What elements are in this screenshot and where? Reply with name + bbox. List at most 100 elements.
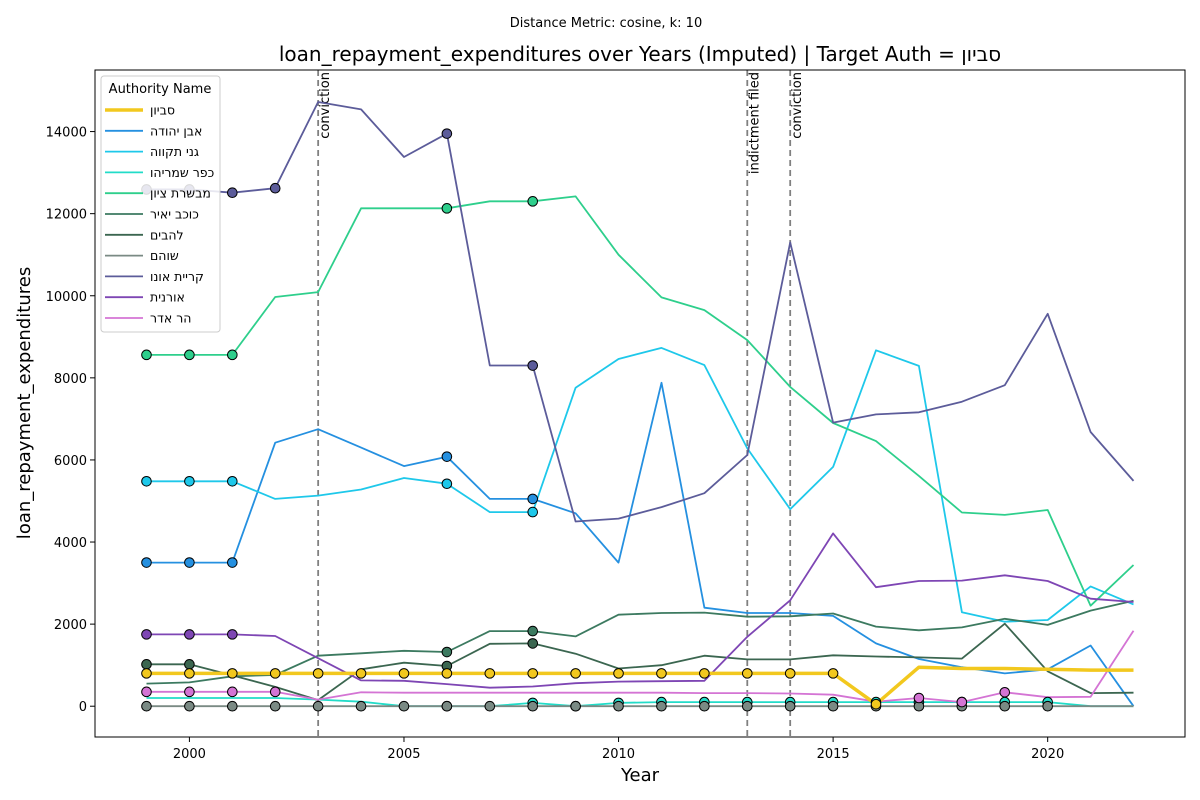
y-tick-label: 0	[79, 700, 87, 715]
imputed-point	[227, 668, 238, 679]
x-tick-label: 2000	[173, 747, 206, 762]
imputed-point	[398, 700, 410, 712]
y-tick-label: 12000	[46, 208, 87, 223]
imputed-point	[527, 668, 539, 679]
imputed-point	[527, 625, 539, 637]
y-axis: 0 2000 4000 6000 8000 10000 12000 14000	[46, 126, 95, 715]
imputed-point	[527, 506, 539, 518]
series-lines	[146, 101, 1135, 708]
imputed-point	[141, 349, 152, 361]
legend: Authority Name סביון אבן יהודה גני תקווה כפ…	[100, 75, 221, 333]
legend-label: קריית אונו	[150, 269, 204, 284]
series-line	[146, 101, 1135, 523]
imputed-point	[441, 668, 453, 679]
imputed-point	[141, 475, 152, 487]
imputed-point	[656, 700, 667, 712]
series-line	[146, 346, 1134, 623]
imputed-point	[527, 360, 539, 371]
imputed-point	[441, 478, 453, 490]
legend-label: כוכב יאיר	[150, 207, 199, 222]
x-tick-label: 2015	[817, 747, 850, 762]
event-label: indictment filed	[747, 72, 762, 174]
event-label: conviction	[318, 72, 333, 139]
legend-label: אורנית	[150, 290, 185, 305]
y-tick-label: 14000	[46, 126, 87, 141]
x-axis: 2000 2005 2010 2015 2020	[173, 737, 1064, 762]
imputed-point	[570, 700, 581, 712]
legend-box	[100, 75, 221, 333]
imputed-point	[184, 659, 195, 670]
imputed-point	[184, 686, 195, 698]
imputed-point	[827, 700, 839, 712]
imputed-point	[656, 668, 667, 679]
legend-label: שוהם	[150, 248, 179, 263]
imputed-point	[141, 700, 152, 712]
legend-label: הר אדר	[150, 311, 191, 326]
imputed-point	[956, 696, 968, 708]
imputed-point	[355, 668, 367, 679]
plot-frame	[94, 69, 1186, 738]
imputed-point	[227, 629, 238, 640]
imputed-point	[312, 668, 324, 679]
plot-area: conviction indictment filed conviction	[94, 69, 1186, 738]
imputed-point	[227, 349, 238, 361]
imputed-point	[141, 668, 152, 679]
y-axis-label: loan_repayment_expenditures	[14, 267, 35, 539]
imputed-point	[613, 700, 624, 712]
imputed-point	[484, 668, 496, 679]
imputed-point	[227, 187, 238, 199]
imputed-point	[141, 557, 152, 568]
imputed-point	[184, 668, 195, 679]
imputed-point	[913, 692, 925, 704]
legend-label: סביון	[150, 103, 175, 118]
imputed-point	[999, 686, 1011, 698]
event-label: conviction	[790, 72, 805, 139]
y-tick-label: 8000	[54, 372, 87, 387]
imputed-point	[184, 475, 195, 487]
imputed-point	[269, 700, 281, 712]
imputed-point	[141, 659, 152, 670]
imputed-point	[269, 668, 281, 679]
series-line	[146, 622, 1134, 701]
imputed-point	[184, 700, 195, 712]
imputed-point	[441, 646, 453, 658]
chart-suptitle: Distance Metric: cosine, k: 10	[510, 16, 702, 31]
imputed-point	[227, 557, 238, 568]
x-tick-label: 2020	[1031, 747, 1064, 762]
imputed-point	[699, 668, 710, 679]
imputed-markers	[141, 128, 1053, 712]
series-line	[146, 599, 1134, 685]
imputed-point	[184, 557, 195, 568]
imputed-point	[570, 668, 581, 679]
x-tick-label: 2005	[387, 747, 420, 762]
event-lines: conviction indictment filed conviction	[317, 70, 805, 737]
y-tick-label: 4000	[54, 536, 87, 551]
imputed-point	[227, 700, 238, 712]
series-line	[146, 532, 1134, 689]
imputed-point	[355, 700, 367, 712]
imputed-point	[184, 629, 195, 640]
imputed-point	[441, 700, 453, 712]
legend-label: כפר שמריהו	[150, 165, 214, 180]
imputed-point	[527, 196, 539, 207]
imputed-point	[741, 668, 753, 679]
imputed-point	[527, 493, 539, 505]
imputed-point	[184, 349, 195, 361]
y-tick-label: 2000	[54, 618, 87, 633]
imputed-point	[484, 700, 496, 712]
imputed-point	[999, 700, 1011, 712]
y-tick-label: 10000	[46, 290, 87, 305]
imputed-point	[699, 700, 710, 712]
series-line	[146, 195, 1135, 607]
imputed-point	[784, 700, 796, 712]
imputed-point	[227, 686, 238, 698]
imputed-point	[613, 668, 624, 679]
imputed-point	[527, 638, 539, 649]
imputed-point	[441, 203, 453, 214]
imputed-point	[441, 451, 453, 462]
imputed-point	[141, 629, 152, 640]
legend-label: להבים	[150, 227, 184, 242]
series-line	[146, 665, 1134, 706]
x-tick-label: 2010	[602, 747, 635, 762]
